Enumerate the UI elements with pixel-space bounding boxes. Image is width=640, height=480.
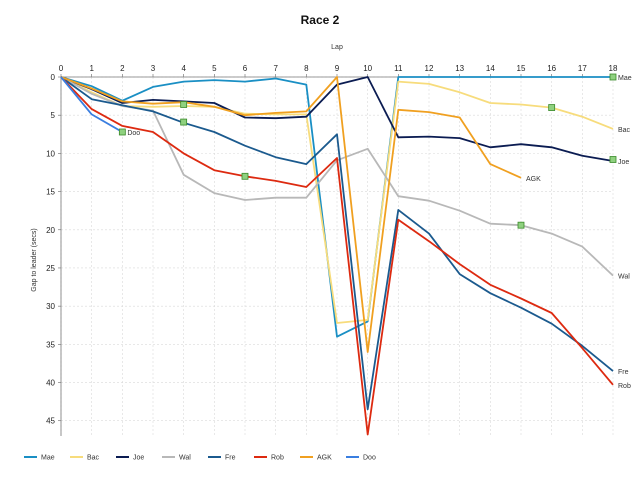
series-line-rob (60, 76, 614, 436)
x-tick-label: 13 (455, 64, 464, 73)
series-end-label-bac: Bac (618, 127, 631, 134)
y-tick-label: 45 (46, 417, 55, 426)
x-tick-label: 18 (609, 64, 618, 73)
series-line-fre (60, 76, 614, 411)
gridlines (60, 76, 614, 436)
marker-square (118, 128, 126, 136)
x-tick-label: 0 (59, 64, 64, 73)
series-end-labels: Mae Bac Joe Wal Fre Rob AGK Doo (127, 75, 631, 390)
x-tick-label: 12 (425, 64, 434, 73)
x-tick-label: 10 (363, 64, 372, 73)
chart-title: Race 2 (301, 13, 340, 27)
y-tick-label: 15 (46, 188, 55, 197)
marker-square (241, 172, 249, 180)
y-tick-label: 20 (46, 226, 55, 235)
x-tick-label: 8 (304, 64, 309, 73)
x-tick-label: 14 (486, 64, 495, 73)
y-tick-label: 5 (51, 111, 56, 120)
x-tick-label: 11 (394, 64, 403, 73)
x-tick-label: 1 (89, 64, 94, 73)
legend-label-joe: Joe (133, 455, 144, 462)
x-tick-label: 17 (578, 64, 587, 73)
series-line-bac (60, 76, 614, 324)
legend-label-mae: Mae (41, 455, 55, 462)
series-end-label-rob: Rob (618, 383, 631, 390)
x-tick-label: 3 (151, 64, 156, 73)
markers (118, 73, 617, 229)
x-tick-label: 16 (547, 64, 556, 73)
series-line-doo (60, 76, 123, 133)
legend-label-wal: Wal (179, 455, 191, 462)
legend-label-rob: Rob (271, 455, 284, 462)
x-tick-label: 7 (273, 64, 278, 73)
series-line-agk (60, 76, 522, 353)
marker-square (180, 118, 188, 126)
marker-square (548, 104, 556, 111)
x-tick-label: 4 (181, 64, 186, 73)
series-end-label-doo: Doo (127, 130, 140, 137)
legend: Mae Bac Joe Wal Fre Rob AGK Doo (24, 455, 376, 462)
marker-square (517, 221, 525, 229)
y-tick-label: 25 (46, 264, 55, 273)
y-tick-label: 0 (51, 73, 56, 82)
y-tick-label: 10 (46, 149, 55, 158)
axes: 0 1 2 3 4 5 6 7 8 9 10 11 12 13 14 15 16 17 18051015202530… (46, 64, 618, 436)
y-tick-label: 40 (46, 379, 55, 388)
series-end-label-wal: Wal (618, 274, 630, 281)
marker-square (609, 73, 617, 81)
series-end-label-joe: Joe (618, 159, 629, 166)
legend-label-bac: Bac (87, 455, 100, 462)
y-axis-label: Gap to leader (secs) (31, 228, 38, 291)
y-tick-label: 35 (46, 340, 55, 349)
series-end-label-agk: AGK (526, 176, 541, 183)
x-tick-label: 5 (212, 64, 217, 73)
y-tick-label: 30 (46, 302, 55, 311)
legend-label-doo: Doo (363, 455, 376, 462)
marker-square (180, 101, 188, 108)
legend-label-agk: AGK (317, 455, 332, 462)
series-end-label-fre: Fre (618, 369, 629, 376)
x-tick-label: 15 (517, 64, 526, 73)
series-end-label-mae: Mae (618, 75, 632, 82)
x-axis-label: Lap (331, 44, 343, 51)
x-tick-label: 2 (120, 64, 125, 73)
x-tick-label: 6 (243, 64, 248, 73)
series-line-mae (60, 76, 613, 338)
x-tick-label: 9 (335, 64, 340, 73)
legend-label-fre: Fre (225, 455, 236, 462)
marker-square (609, 156, 617, 163)
